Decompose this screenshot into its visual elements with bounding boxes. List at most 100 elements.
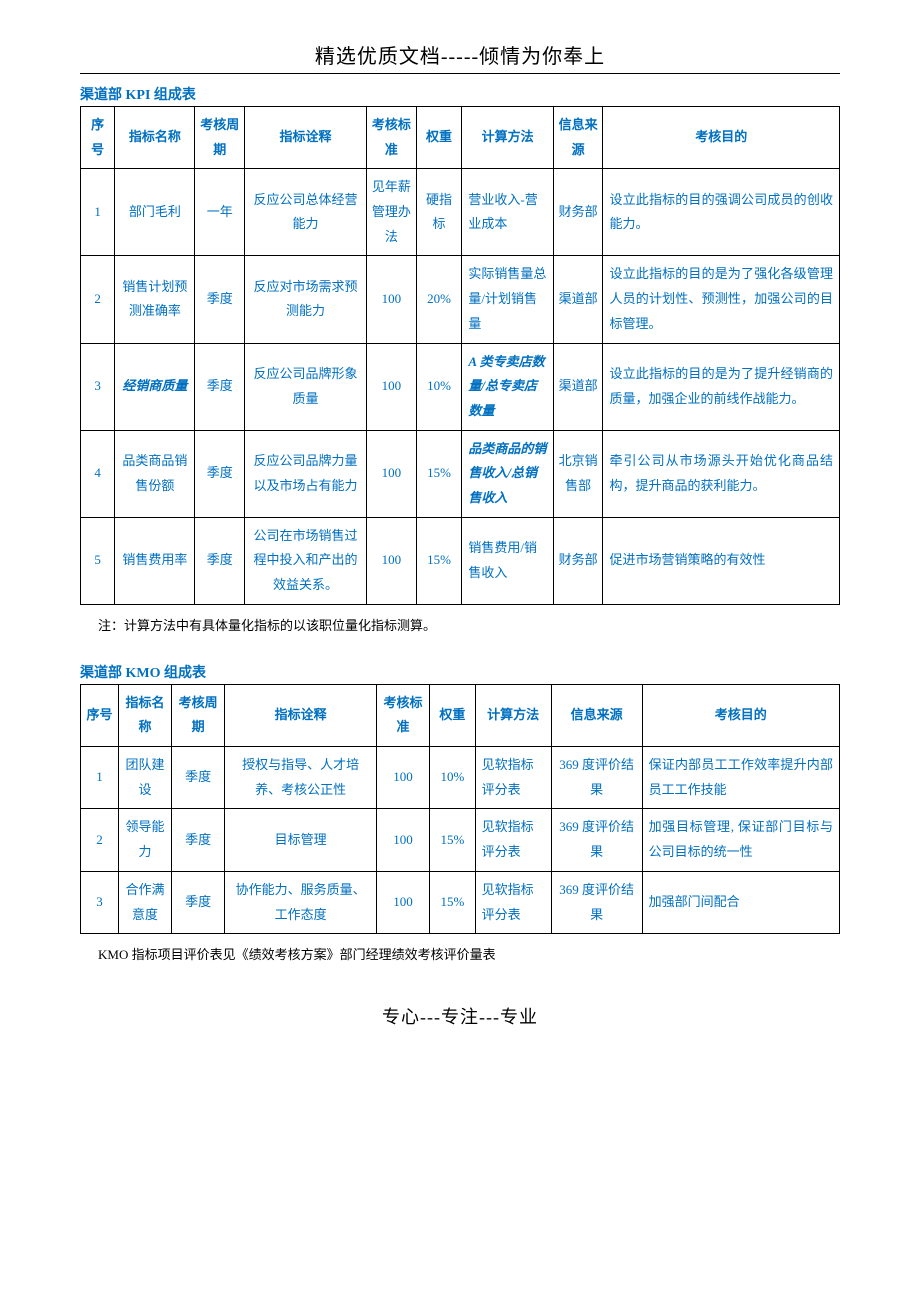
kpi-cell: 设立此指标的目的是为了强化各级管理人员的计划性、预测性，加强公司的目标管理。 — [603, 256, 840, 343]
kpi-cell: 渠道部 — [553, 256, 603, 343]
kpi-cell: 部门毛利 — [115, 169, 195, 256]
kmo-header-row: 序号 指标名称 考核周期 指标诠释 考核标准 权重 计算方法 信息来源 考核目的 — [81, 684, 840, 746]
kmo-col-purpose: 考核目的 — [642, 684, 839, 746]
kmo-cell: 目标管理 — [225, 809, 377, 871]
kmo-cell: 季度 — [172, 747, 225, 809]
kmo-cell: 369 度评价结果 — [551, 747, 642, 809]
kmo-cell: 加强部门间配合 — [642, 871, 839, 933]
kpi-col-purpose: 考核目的 — [603, 107, 840, 169]
kmo-cell: 1 — [81, 747, 119, 809]
kpi-cell: 1 — [81, 169, 115, 256]
kmo-cell: 见软指标评分表 — [475, 871, 551, 933]
kmo-cell: 15% — [430, 809, 476, 871]
kpi-col-interp: 指标诠释 — [244, 107, 366, 169]
kmo-col-interp: 指标诠释 — [225, 684, 377, 746]
kmo-note: KMO 指标项目评价表见《绩效考核方案》部门经理绩效考核评价量表 — [80, 944, 840, 963]
kmo-row: 3合作满意度季度协作能力、服务质量、工作态度10015%见软指标评分表369 度… — [81, 871, 840, 933]
kpi-col-std: 考核标准 — [367, 107, 417, 169]
kpi-col-method: 计算方法 — [462, 107, 554, 169]
kpi-row: 5销售费用率季度公司在市场销售过程中投入和产出的效益关系。10015%销售费用/… — [81, 517, 840, 604]
kpi-cell: 反应公司总体经营能力 — [244, 169, 366, 256]
kmo-cell: 团队建设 — [118, 747, 171, 809]
kmo-cell: 季度 — [172, 809, 225, 871]
kpi-cell: 反应对市场需求预测能力 — [244, 256, 366, 343]
page-header: 精选优质文档-----倾情为你奉上 — [80, 40, 840, 74]
kpi-cell: 渠道部 — [553, 343, 603, 430]
kmo-cell: 季度 — [172, 871, 225, 933]
kpi-cell: 牵引公司从市场源头开始优化商品结构，提升商品的获利能力。 — [603, 430, 840, 517]
page-footer: 专心---专注---专业 — [80, 1003, 840, 1029]
kpi-col-seq: 序号 — [81, 107, 115, 169]
kmo-cell: 10% — [430, 747, 476, 809]
kmo-cell: 见软指标评分表 — [475, 809, 551, 871]
kpi-row: 4品类商品销售份额季度反应公司品牌力量以及市场占有能力10015%品类商品的销售… — [81, 430, 840, 517]
kpi-table: 序号 指标名称 考核周期 指标诠释 考核标准 权重 计算方法 信息来源 考核目的… — [80, 106, 840, 605]
kpi-cell: 品类商品的销售收入/总销售收入 — [462, 430, 554, 517]
kpi-cell: 季度 — [195, 517, 245, 604]
kpi-cell: 3 — [81, 343, 115, 430]
kpi-cell: 季度 — [195, 256, 245, 343]
kmo-col-seq: 序号 — [81, 684, 119, 746]
kmo-cell: 合作满意度 — [118, 871, 171, 933]
kmo-cell: 授权与指导、人才培养、考核公正性 — [225, 747, 377, 809]
kpi-cell: 100 — [367, 343, 417, 430]
kpi-cell: 经销商质量 — [115, 343, 195, 430]
kpi-cell: 100 — [367, 256, 417, 343]
kmo-col-name: 指标名称 — [118, 684, 171, 746]
kpi-title: 渠道部 KPI 组成表 — [80, 84, 840, 104]
kmo-col-method: 计算方法 — [475, 684, 551, 746]
kmo-cell: 协作能力、服务质量、工作态度 — [225, 871, 377, 933]
kpi-cell: 营业收入-营业成本 — [462, 169, 554, 256]
kpi-cell: 反应公司品牌形象质量 — [244, 343, 366, 430]
kmo-row: 1团队建设季度授权与指导、人才培养、考核公正性10010%见软指标评分表369 … — [81, 747, 840, 809]
kmo-cell: 369 度评价结果 — [551, 871, 642, 933]
kpi-cell: 销售费用率 — [115, 517, 195, 604]
kmo-cell: 100 — [376, 809, 429, 871]
kmo-cell: 领导能力 — [118, 809, 171, 871]
kpi-cell: 反应公司品牌力量以及市场占有能力 — [244, 430, 366, 517]
kmo-cell: 100 — [376, 871, 429, 933]
kpi-cell: 公司在市场销售过程中投入和产出的效益关系。 — [244, 517, 366, 604]
kpi-cell: 季度 — [195, 343, 245, 430]
kpi-cell: 20% — [416, 256, 462, 343]
kmo-cell: 加强目标管理, 保证部门目标与公司目标的统一性 — [642, 809, 839, 871]
kpi-cell: 财务部 — [553, 517, 603, 604]
kpi-cell: 见年薪管理办法 — [367, 169, 417, 256]
kpi-cell: 促进市场营销策略的有效性 — [603, 517, 840, 604]
kmo-title: 渠道部 KMO 组成表 — [80, 662, 840, 682]
kpi-cell: 实际销售量总量/计划销售量 — [462, 256, 554, 343]
kpi-cell: 销售计划预测准确率 — [115, 256, 195, 343]
kmo-col-period: 考核周期 — [172, 684, 225, 746]
kpi-cell: 品类商品销售份额 — [115, 430, 195, 517]
kpi-cell: 财务部 — [553, 169, 603, 256]
kpi-cell: 5 — [81, 517, 115, 604]
kpi-cell: 一年 — [195, 169, 245, 256]
kpi-cell: 销售费用/销售收入 — [462, 517, 554, 604]
kmo-cell: 15% — [430, 871, 476, 933]
kmo-table: 序号 指标名称 考核周期 指标诠释 考核标准 权重 计算方法 信息来源 考核目的… — [80, 684, 840, 935]
kpi-note: 注：计算方法中有具体量化指标的以该职位量化指标测算。 — [80, 615, 840, 634]
kmo-cell: 3 — [81, 871, 119, 933]
kpi-cell: 硬指标 — [416, 169, 462, 256]
kmo-cell: 保证内部员工工作效率提升内部员工工作技能 — [642, 747, 839, 809]
kpi-cell: 4 — [81, 430, 115, 517]
kmo-cell: 见软指标评分表 — [475, 747, 551, 809]
kpi-cell: 季度 — [195, 430, 245, 517]
kpi-col-source: 信息来源 — [553, 107, 603, 169]
kmo-cell: 100 — [376, 747, 429, 809]
kpi-cell: 100 — [367, 517, 417, 604]
kpi-cell: 设立此指标的目的是为了提升经销商的质量，加强企业的前线作战能力。 — [603, 343, 840, 430]
kpi-cell: 15% — [416, 430, 462, 517]
kpi-cell: 北京销售部 — [553, 430, 603, 517]
kpi-row: 1部门毛利一年反应公司总体经营能力见年薪管理办法硬指标营业收入-营业成本财务部设… — [81, 169, 840, 256]
kmo-cell: 369 度评价结果 — [551, 809, 642, 871]
kpi-cell: 15% — [416, 517, 462, 604]
kpi-cell: A 类专卖店数量/总专卖店数量 — [462, 343, 554, 430]
kmo-col-weight: 权重 — [430, 684, 476, 746]
kpi-col-weight: 权重 — [416, 107, 462, 169]
kpi-cell: 10% — [416, 343, 462, 430]
kmo-col-source: 信息来源 — [551, 684, 642, 746]
kpi-cell: 设立此指标的目的强调公司成员的创收能力。 — [603, 169, 840, 256]
kpi-header-row: 序号 指标名称 考核周期 指标诠释 考核标准 权重 计算方法 信息来源 考核目的 — [81, 107, 840, 169]
kmo-col-std: 考核标准 — [376, 684, 429, 746]
